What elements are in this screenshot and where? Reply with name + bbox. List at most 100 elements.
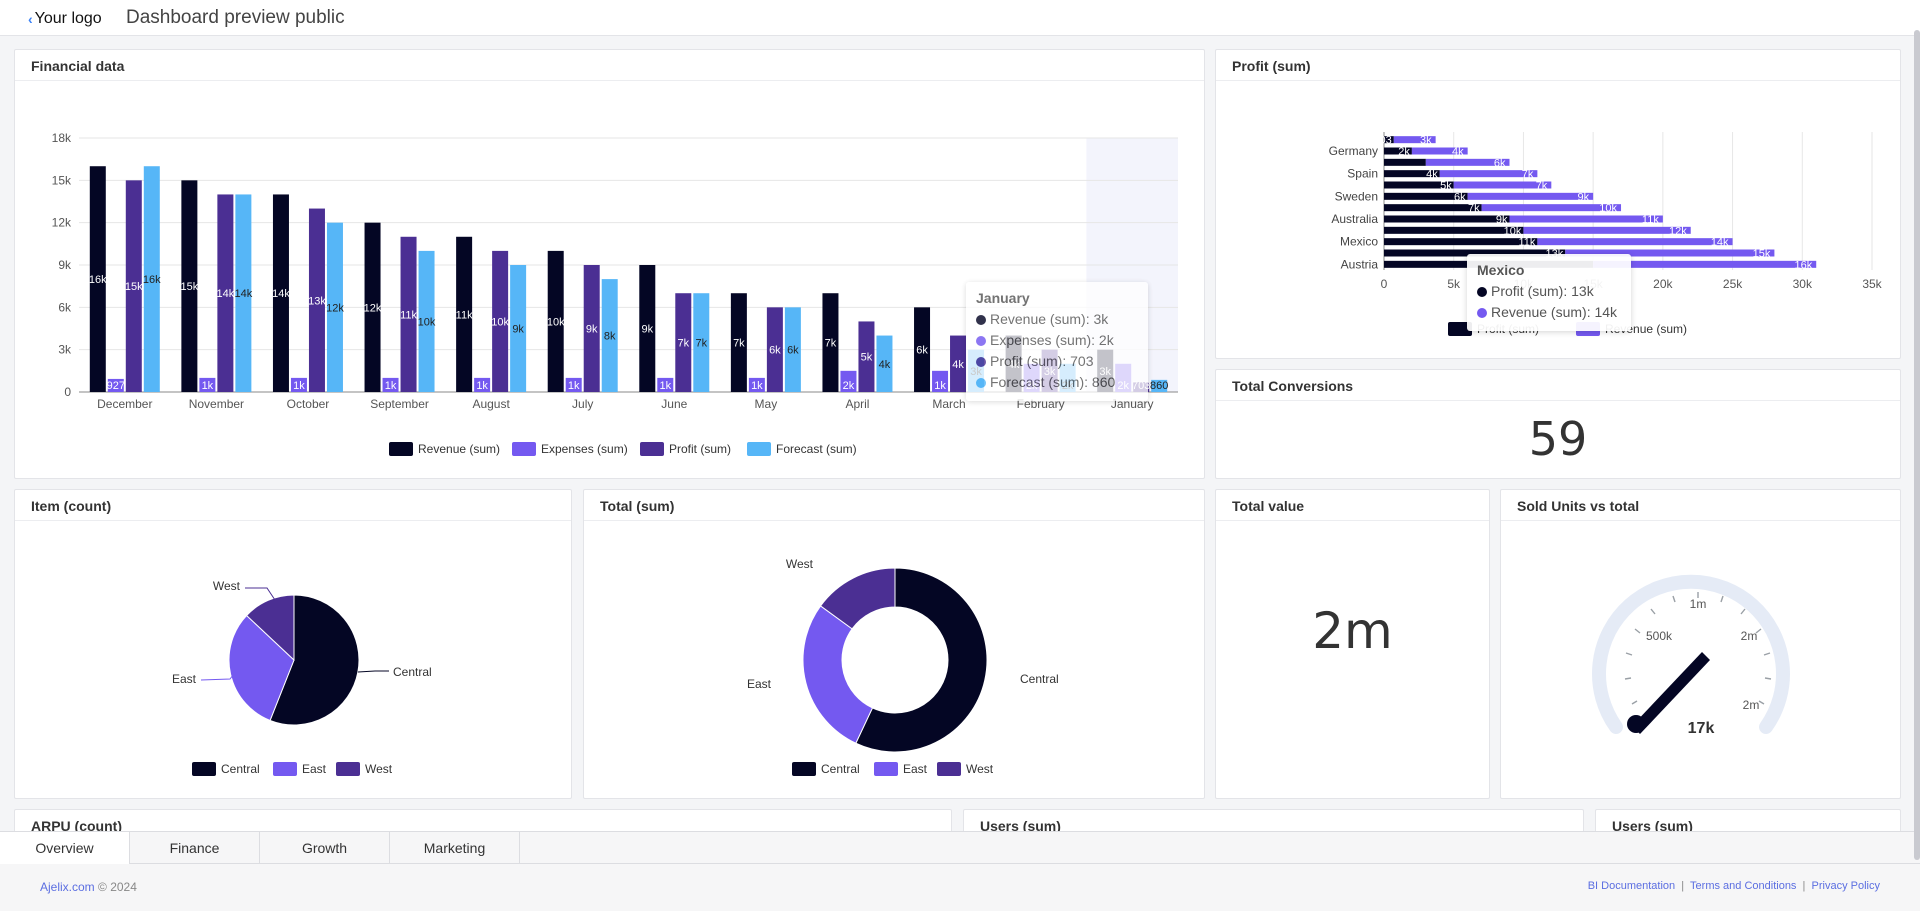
item-count-card: Item (count) Central East West Central East W… bbox=[14, 489, 572, 799]
x-tick-label: 20k bbox=[1653, 277, 1673, 291]
conversions-value: 59 bbox=[1528, 412, 1588, 466]
legend-label: West bbox=[966, 762, 994, 776]
logo-text: Your logo bbox=[34, 10, 102, 27]
bar-label: 2k bbox=[1398, 146, 1410, 158]
bar bbox=[89, 166, 106, 392]
bar bbox=[748, 377, 765, 392]
page-scrollbar[interactable] bbox=[1914, 30, 1920, 860]
bar bbox=[693, 293, 710, 392]
bar bbox=[840, 370, 857, 392]
bar-label: 10k bbox=[547, 316, 565, 328]
legend-label: Profit (sum) bbox=[669, 442, 731, 456]
y-tick-label: Sweden bbox=[1335, 189, 1378, 203]
card-title: Users (sum) bbox=[980, 818, 1061, 834]
bar bbox=[510, 265, 527, 392]
bar bbox=[492, 250, 509, 392]
legend-label: East bbox=[903, 762, 928, 776]
bar bbox=[1537, 238, 1733, 246]
tooltip-row: Expenses (sum): 2k bbox=[976, 330, 1138, 351]
terms-link[interactable]: Terms and Conditions bbox=[1690, 880, 1797, 892]
bar bbox=[217, 194, 234, 392]
bar-label: 6k bbox=[916, 345, 928, 357]
pie-slice bbox=[855, 567, 988, 753]
y-tick-label: Australia bbox=[1331, 212, 1378, 226]
legend-label: Revenue (sum) bbox=[418, 442, 500, 456]
legend-swatch bbox=[792, 762, 816, 776]
legend-swatch bbox=[389, 442, 413, 456]
bar bbox=[1439, 170, 1538, 178]
bar bbox=[1384, 249, 1566, 257]
legend-swatch bbox=[747, 442, 771, 456]
bar-label: 9k bbox=[1496, 214, 1508, 226]
tab-marketing[interactable]: Marketing bbox=[390, 832, 520, 864]
bar-label: 7k bbox=[1522, 169, 1534, 181]
bar-label: 10k bbox=[418, 316, 436, 328]
x-tick-label: October bbox=[287, 397, 330, 411]
y-tick-label: 6k bbox=[58, 300, 72, 314]
bar-label: 1k bbox=[659, 380, 671, 392]
bar-label: 12k bbox=[364, 302, 382, 314]
footer-brand-link[interactable]: Ajelix.com bbox=[40, 880, 95, 894]
bar bbox=[950, 335, 967, 392]
logo[interactable]: ‹ Your logo bbox=[28, 10, 102, 28]
y-tick-label: 18k bbox=[52, 131, 72, 145]
y-tick-label: Germany bbox=[1329, 144, 1378, 158]
bar bbox=[547, 250, 564, 392]
logo-icon: ‹ bbox=[28, 11, 33, 27]
bar-label: 6k bbox=[1494, 157, 1506, 169]
bar bbox=[1393, 136, 1436, 144]
total-sum-donut-chart: Central East West Central East West bbox=[747, 557, 1059, 776]
card-title: Users (sum) bbox=[1612, 818, 1693, 834]
bar-label: 7k bbox=[825, 338, 837, 350]
card-title: Profit (sum) bbox=[1232, 58, 1311, 74]
bar bbox=[1151, 379, 1168, 392]
sold-units-gauge: 500k 1m 2m 2m 17k bbox=[1592, 574, 1790, 737]
footer-links: BI Documentation | Terms and Conditions … bbox=[1587, 880, 1880, 892]
financial-data-card: Financial data 0 3k 6k 9k 12k 15k 18k 16k 927 15k… bbox=[14, 49, 1205, 479]
bar-label: 1k bbox=[476, 380, 488, 392]
bar-label: 10k bbox=[491, 316, 509, 328]
bar-label: 13k bbox=[308, 295, 326, 307]
tab-growth[interactable]: Growth bbox=[260, 832, 390, 864]
bar bbox=[1565, 249, 1775, 257]
bar-label: 16k bbox=[89, 274, 107, 286]
dashboard-tabs: Overview Finance Growth Marketing bbox=[0, 831, 1920, 864]
bar bbox=[858, 321, 875, 392]
bar-label: 14k bbox=[272, 288, 290, 300]
bar-label: 11k bbox=[1642, 214, 1659, 226]
bar-label: 7k bbox=[1468, 203, 1480, 215]
card-title: ARPU (count) bbox=[31, 818, 122, 834]
bar bbox=[1384, 226, 1524, 234]
tab-overview[interactable]: Overview bbox=[0, 832, 130, 864]
privacy-link[interactable]: Privacy Policy bbox=[1811, 880, 1880, 892]
profit-card: Profit (sum) 0 5k 10k 15k 20k 25k 30k 35k 703 3k 2… bbox=[1215, 49, 1901, 359]
financial-tooltip: January Revenue (sum): 3k Expenses (sum)… bbox=[966, 282, 1148, 401]
bar-label: 703 bbox=[1373, 135, 1391, 147]
bar-label: 15k bbox=[1753, 248, 1771, 260]
sold-units-card: Sold Units vs total 500k 1m 2m 2m 17k bbox=[1500, 489, 1901, 799]
profit-bar-chart: 0 5k 10k 15k 20k 25k 30k 35k 703 3k 2k 4k Germany 6k 4… bbox=[1329, 132, 1883, 336]
bar bbox=[181, 180, 198, 392]
profit-tooltip: Mexico Profit (sum): 13k Revenue (sum): … bbox=[1467, 254, 1631, 331]
gauge-tick-label: 1m bbox=[1690, 597, 1707, 611]
bar bbox=[382, 377, 399, 392]
bar bbox=[1509, 215, 1663, 223]
bar bbox=[583, 265, 600, 392]
label-connector bbox=[245, 587, 276, 601]
bi-documentation-link[interactable]: BI Documentation bbox=[1587, 880, 1676, 892]
y-tick-label: 12k bbox=[52, 216, 72, 230]
bar-label: 7k bbox=[677, 338, 689, 350]
tab-finance[interactable]: Finance bbox=[130, 832, 260, 864]
card-title: Sold Units vs total bbox=[1517, 498, 1640, 514]
legend-label: Central bbox=[221, 762, 260, 776]
legend-swatch bbox=[512, 442, 536, 456]
bar-label: 15k bbox=[181, 281, 199, 293]
x-tick-label: 35k bbox=[1862, 277, 1882, 291]
bar-label: 10k bbox=[1599, 203, 1617, 215]
bar-label: 4k bbox=[952, 359, 964, 371]
bar bbox=[730, 293, 747, 392]
bar-label: 9k bbox=[1578, 191, 1590, 203]
y-tick-label: Mexico bbox=[1340, 235, 1378, 249]
bar bbox=[1593, 260, 1817, 268]
x-tick-label: June bbox=[661, 397, 687, 411]
